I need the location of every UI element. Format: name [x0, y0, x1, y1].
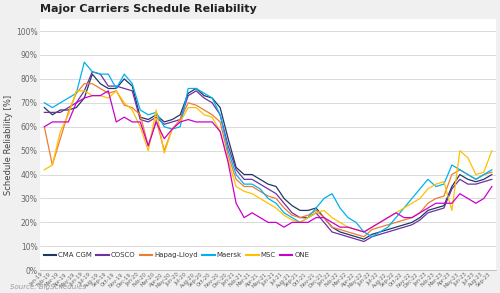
COSCO — [90, 70, 96, 74]
ONE — [241, 216, 247, 219]
MSC — [241, 190, 247, 193]
Hapag-Lloyd — [169, 127, 175, 131]
COSCO — [169, 120, 175, 124]
MSC — [74, 89, 80, 93]
Maersk — [369, 235, 375, 239]
Line: MSC: MSC — [44, 91, 492, 232]
ONE — [369, 225, 375, 229]
CMA CGM — [489, 173, 495, 176]
COSCO — [361, 240, 367, 243]
COSCO — [241, 178, 247, 181]
COSCO — [489, 178, 495, 181]
MSC — [369, 225, 375, 229]
COSCO — [369, 235, 375, 239]
Hapag-Lloyd — [82, 82, 87, 86]
CMA CGM — [90, 72, 96, 76]
Maersk — [66, 96, 71, 100]
ONE — [353, 228, 359, 231]
Hapag-Lloyd — [353, 233, 359, 236]
MSC — [42, 168, 48, 171]
Legend: CMA CGM, COSCO, Hapag-Lloyd, Maersk, MSC, ONE: CMA CGM, COSCO, Hapag-Lloyd, Maersk, MSC… — [44, 252, 310, 258]
Hapag-Lloyd — [361, 235, 367, 239]
Line: COSCO: COSCO — [44, 72, 492, 241]
Maersk — [42, 101, 48, 105]
COSCO — [66, 106, 71, 109]
CMA CGM — [241, 173, 247, 176]
Hapag-Lloyd — [58, 137, 64, 140]
Maersk — [169, 127, 175, 131]
ONE — [489, 185, 495, 188]
ONE — [58, 120, 64, 124]
Maersk — [82, 60, 87, 64]
Maersk — [58, 101, 64, 105]
Hapag-Lloyd — [66, 111, 71, 114]
Line: ONE: ONE — [44, 91, 492, 232]
Maersk — [361, 230, 367, 234]
Hapag-Lloyd — [369, 228, 375, 231]
Text: Major Carriers Schedule Reliability: Major Carriers Schedule Reliability — [40, 4, 257, 14]
MSC — [169, 127, 175, 131]
Line: CMA CGM: CMA CGM — [44, 74, 492, 239]
MSC — [58, 130, 64, 133]
Hapag-Lloyd — [489, 171, 495, 174]
MSC — [361, 230, 367, 234]
Maersk — [241, 182, 247, 186]
CMA CGM — [361, 237, 367, 241]
ONE — [169, 127, 175, 131]
COSCO — [58, 111, 64, 114]
Text: Source: BigSchedules: Source: BigSchedules — [10, 284, 86, 290]
Y-axis label: Schedule Reliability [%]: Schedule Reliability [%] — [4, 95, 13, 195]
Line: Maersk: Maersk — [44, 62, 492, 237]
CMA CGM — [42, 106, 48, 109]
Line: Hapag-Lloyd: Hapag-Lloyd — [44, 84, 492, 237]
Hapag-Lloyd — [241, 185, 247, 188]
Hapag-Lloyd — [42, 125, 48, 129]
MSC — [353, 228, 359, 231]
ONE — [66, 120, 71, 124]
Maersk — [353, 221, 359, 224]
COSCO — [353, 237, 359, 241]
CMA CGM — [353, 235, 359, 239]
ONE — [42, 125, 48, 129]
ONE — [106, 89, 112, 93]
CMA CGM — [58, 108, 64, 112]
CMA CGM — [66, 108, 71, 112]
CMA CGM — [169, 118, 175, 121]
MSC — [489, 149, 495, 152]
ONE — [361, 230, 367, 234]
MSC — [66, 113, 71, 117]
COSCO — [42, 111, 48, 114]
Maersk — [489, 168, 495, 171]
CMA CGM — [369, 233, 375, 236]
